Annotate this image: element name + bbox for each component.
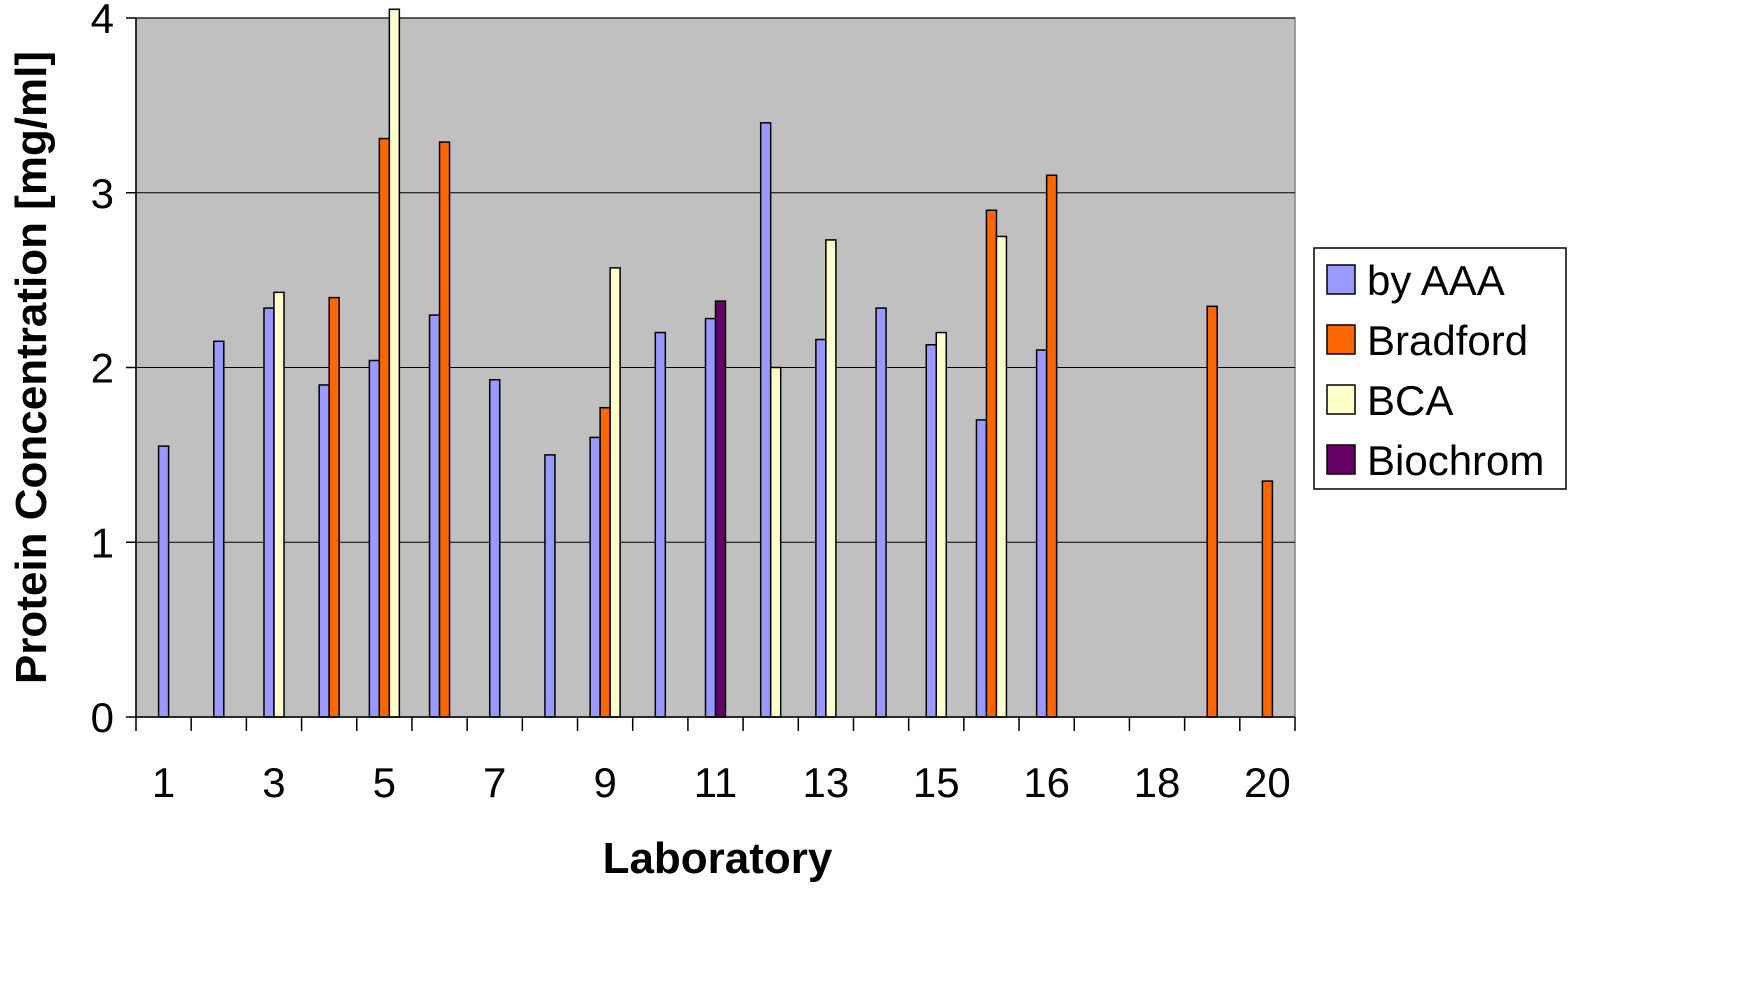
bar-by-aaa-lab-15	[925, 344, 938, 718]
bar-bradford-lab-17	[1045, 174, 1058, 718]
legend-swatch-bradford	[1326, 324, 1356, 355]
bar-by-aaa-lab-6	[428, 314, 441, 718]
x-tick-label: 1	[152, 759, 175, 806]
x-axis-title: Laboratory	[603, 834, 833, 883]
bar-bca-lab-5	[388, 8, 401, 718]
bar-bradford-lab-16	[985, 209, 998, 718]
bar-by-aaa-lab-16	[975, 419, 988, 718]
legend-label-by-aaa: by AAA	[1367, 257, 1505, 304]
bar-bca-lab-12	[769, 366, 782, 718]
legend-swatch-by-aaa	[1326, 264, 1356, 295]
bar-by-aaa-lab-2	[213, 340, 225, 718]
x-tick-label: 9	[593, 759, 616, 806]
x-tick-label: 16	[1023, 759, 1070, 806]
legend-swatch-bca	[1326, 384, 1356, 415]
x-tick-label: 7	[483, 759, 506, 806]
x-tick-label: 20	[1244, 759, 1291, 806]
y-tick-labels: 0 1 2 3 4	[91, 0, 114, 741]
bars	[157, 8, 1274, 718]
bar-bca-lab-13	[825, 239, 837, 718]
bar-by-aaa-lab-12	[759, 122, 772, 718]
bar-by-aaa-lab-4	[318, 384, 330, 718]
legend-label-biochrom: Biochrom	[1367, 437, 1544, 484]
bar-bradford-lab-6	[438, 141, 451, 718]
y-tick-label: 2	[91, 345, 114, 392]
legend-swatch-biochrom	[1326, 444, 1356, 475]
bar-bca-lab-9	[609, 267, 621, 718]
legend-label-bradford: Bradford	[1367, 317, 1528, 364]
bar-biochrom-lab-11	[714, 300, 727, 718]
bar-by-aaa-lab-7	[488, 378, 501, 718]
legend: by AAA Bradford BCA Biochrom	[1313, 247, 1567, 490]
axes	[126, 17, 1296, 731]
bar-by-aaa-lab-1	[157, 445, 170, 718]
x-tick-label: 3	[262, 759, 285, 806]
y-tick-label: 3	[91, 170, 114, 217]
bar-bca-lab-15	[935, 331, 948, 718]
bar-by-aaa-lab-14	[875, 307, 887, 718]
bar-by-aaa-lab-3	[263, 307, 275, 718]
x-tick-label: 18	[1134, 759, 1181, 806]
y-tick-label: 1	[91, 519, 114, 566]
bar-by-aaa-lab-17	[1035, 349, 1048, 718]
x-tick-label: 11	[694, 759, 738, 806]
bar-by-aaa-lab-13	[815, 338, 827, 718]
legend-label-bca: BCA	[1367, 377, 1453, 424]
bar-bradford-lab-5	[378, 137, 391, 718]
bar-bca-lab-16	[995, 235, 1008, 718]
x-tick-labels: 1 3 5 7 9 11 13 15 16 18 20	[152, 759, 1291, 806]
bar-bradford-lab-9	[599, 406, 611, 718]
legend-box	[1313, 247, 1567, 490]
x-tick-label: 15	[913, 759, 960, 806]
y-tick-label: 0	[91, 694, 114, 741]
bar-by-aaa-lab-5	[368, 359, 381, 718]
bar-bradford-lab-21	[1261, 480, 1274, 718]
y-tick-label: 4	[91, 0, 114, 42]
x-tick-label: 13	[803, 759, 850, 806]
y-axis-title: Protein Concentration [mg/ml]	[7, 51, 56, 684]
bar-by-aaa-lab-8	[544, 454, 556, 718]
bar-by-aaa-lab-11	[704, 317, 717, 718]
x-tick-label: 5	[373, 759, 396, 806]
bar-bca-lab-3	[273, 291, 285, 718]
bar-bradford-lab-20	[1206, 305, 1218, 718]
bar-bradford-lab-4	[328, 296, 340, 718]
bar-by-aaa-lab-10	[654, 331, 667, 718]
bar-by-aaa-lab-9	[589, 436, 601, 718]
